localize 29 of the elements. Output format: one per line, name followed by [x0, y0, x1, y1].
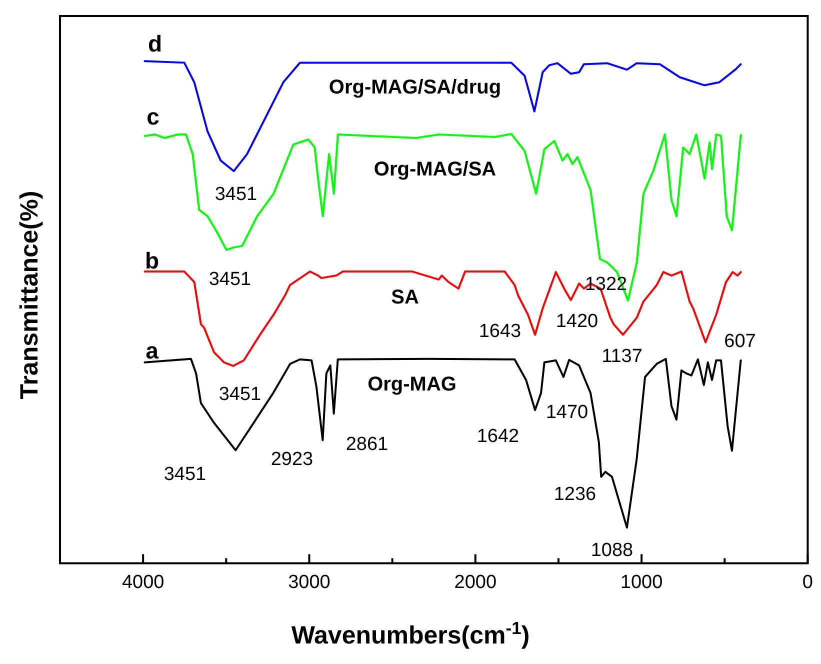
annotation: 3451: [164, 464, 206, 486]
annotation: 1236: [554, 484, 596, 506]
annotation: 1643: [478, 321, 522, 342]
annotation: a: [146, 337, 159, 364]
annotation: 2861: [346, 434, 388, 456]
x-tick-label: 0: [802, 572, 814, 593]
x-axis-title: Wavenumbers(cm$^{-1}$): [290, 618, 531, 650]
annotation: SA: [391, 286, 419, 309]
annotation: Org-MAG/SA/drug: [328, 76, 502, 99]
x-tick-label: 1000: [620, 572, 663, 593]
annotation: 2923: [270, 449, 314, 470]
annotation: 607: [724, 331, 756, 352]
annotation: b: [144, 247, 160, 274]
x-tick-label: 3000: [288, 572, 330, 593]
annotation: 1642: [476, 426, 520, 448]
y-axis-title: Transmittance(%): [16, 190, 44, 400]
annotation: Org-MAG/SA: [374, 158, 496, 181]
annotation: c: [146, 103, 160, 130]
annotation: 3451: [214, 184, 258, 206]
annotation: 1088: [590, 540, 634, 562]
x-tick-label: 2000: [454, 572, 497, 593]
annotation: 1420: [556, 311, 598, 332]
annotation: 1137: [602, 346, 642, 368]
annotation: 1470: [546, 402, 588, 424]
annotation: 3451: [208, 269, 252, 290]
annotation: 3451: [218, 384, 262, 406]
text: d: [148, 30, 162, 56]
annotation: Org-MAG: [368, 374, 456, 396]
x-tick-label: 4000: [122, 572, 164, 593]
